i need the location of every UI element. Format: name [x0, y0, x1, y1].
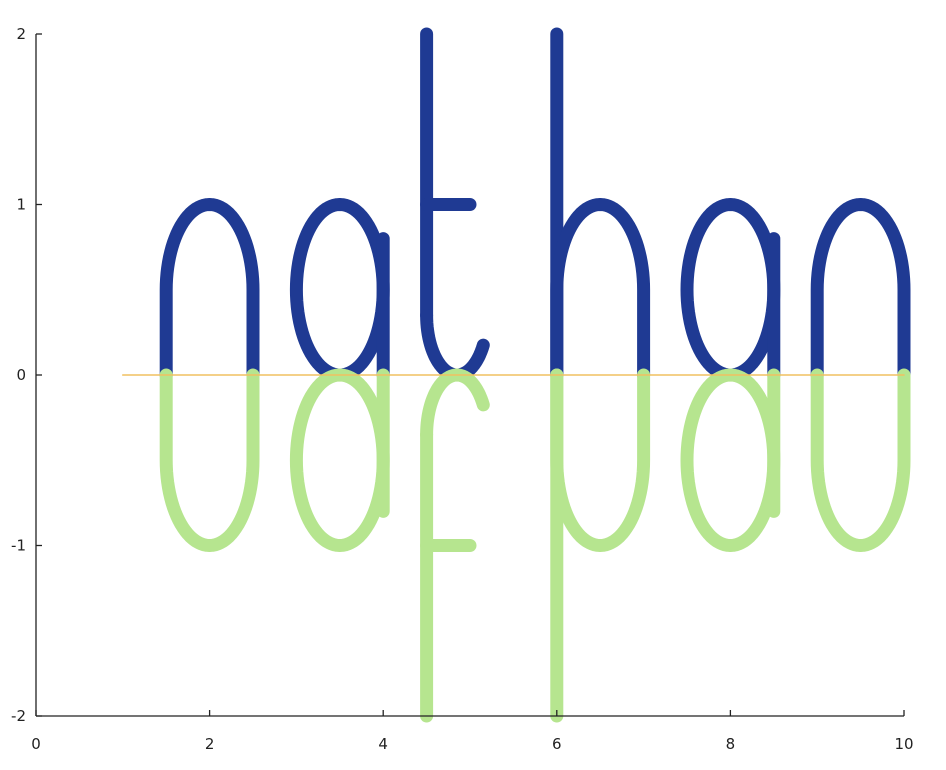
x-tick-label: 0: [31, 735, 41, 753]
x-tick-label: 8: [726, 735, 736, 753]
series-1-stroke-8: [550, 198, 651, 382]
x-tick-label: 6: [552, 735, 562, 753]
series-1: [159, 27, 911, 382]
x-tick-label: 4: [378, 735, 388, 753]
series-2: [159, 368, 911, 723]
y-tick-label: -1: [11, 537, 26, 555]
series-1-stroke-2: [289, 198, 390, 382]
y-tick-label: 2: [16, 25, 26, 43]
series-2-stroke-11: [810, 368, 911, 552]
series-2-stroke-1: [159, 368, 260, 552]
series-2-stroke-8: [550, 368, 651, 552]
x-tick-label: 2: [205, 735, 215, 753]
y-tick-label: -2: [11, 707, 26, 725]
series-2-stroke-2: [289, 368, 390, 552]
series-1-stroke-5: [420, 308, 490, 382]
x-ticks: 0 2 4 6 8 10: [31, 710, 914, 753]
series-1-stroke-11: [810, 198, 911, 382]
series-1-stroke-1: [159, 198, 260, 382]
series-2-stroke-5: [420, 368, 490, 442]
y-tick-label: 0: [16, 366, 26, 384]
series-1-stroke-9: [680, 198, 781, 382]
y-tick-label: 1: [16, 196, 26, 214]
y-ticks: -2 -1 0 1 2: [11, 25, 42, 725]
series-layer: [122, 27, 911, 723]
x-tick-label: 10: [894, 735, 913, 753]
series-2-stroke-9: [680, 368, 781, 552]
